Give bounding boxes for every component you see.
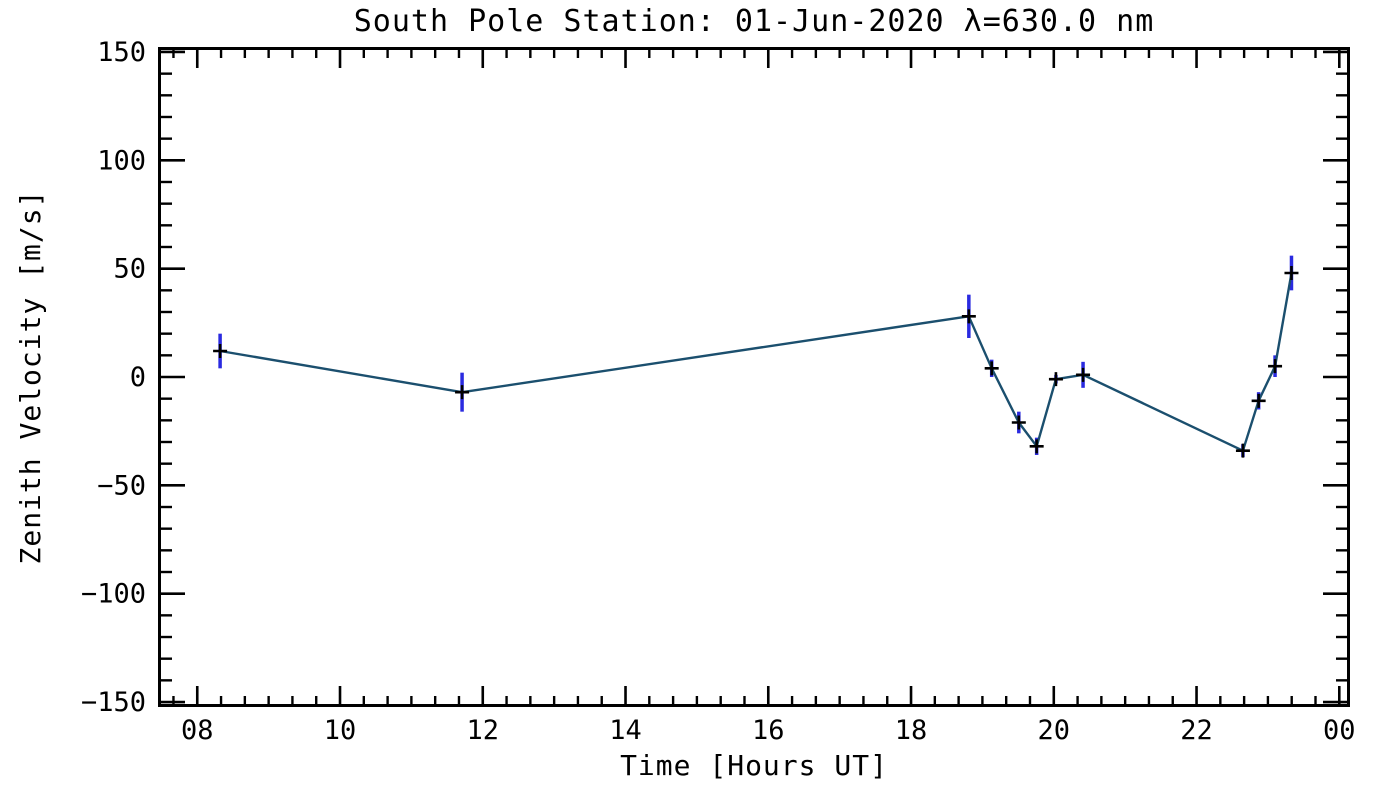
y-axis-title: Zenith Velocity [m/s] bbox=[14, 189, 47, 565]
data-point-marker bbox=[455, 385, 470, 400]
x-tick-label: 10 bbox=[324, 715, 357, 746]
data-point-marker bbox=[1268, 359, 1283, 374]
y-tick-label: 150 bbox=[97, 37, 146, 68]
data-point-marker bbox=[1011, 415, 1026, 430]
data-point-marker bbox=[213, 343, 228, 358]
data-line bbox=[219, 272, 1293, 452]
data-point-marker bbox=[961, 309, 976, 324]
y-tick-label: 0 bbox=[130, 362, 146, 393]
axis-frame bbox=[158, 47, 1350, 707]
x-tick-label: 12 bbox=[467, 715, 500, 746]
x-tick-label: 18 bbox=[895, 715, 928, 746]
data-point-marker bbox=[1284, 265, 1299, 280]
x-tick-label: 14 bbox=[609, 715, 642, 746]
data-point-marker bbox=[1235, 443, 1250, 458]
y-tick-label: −150 bbox=[81, 687, 146, 718]
data-point-marker bbox=[984, 361, 999, 376]
x-tick-label: 16 bbox=[752, 715, 785, 746]
data-point-marker bbox=[1251, 393, 1266, 408]
x-tick-label: 00 bbox=[1323, 715, 1356, 746]
data-point-marker bbox=[1048, 372, 1063, 387]
x-tick-label: 22 bbox=[1180, 715, 1213, 746]
x-tick-label: 08 bbox=[181, 715, 214, 746]
y-tick-label: 100 bbox=[97, 145, 146, 176]
y-tick-label: 50 bbox=[113, 254, 146, 285]
data-point-marker bbox=[1076, 367, 1091, 382]
x-axis-title: Time [Hours UT] bbox=[620, 749, 888, 782]
chart-title: South Pole Station: 01-Jun-2020 λ=630.0 … bbox=[353, 4, 1155, 39]
x-tick-label: 20 bbox=[1038, 715, 1071, 746]
data-point-marker bbox=[1029, 439, 1044, 454]
y-tick-label: −100 bbox=[81, 579, 146, 610]
y-tick-label: −50 bbox=[97, 470, 146, 501]
